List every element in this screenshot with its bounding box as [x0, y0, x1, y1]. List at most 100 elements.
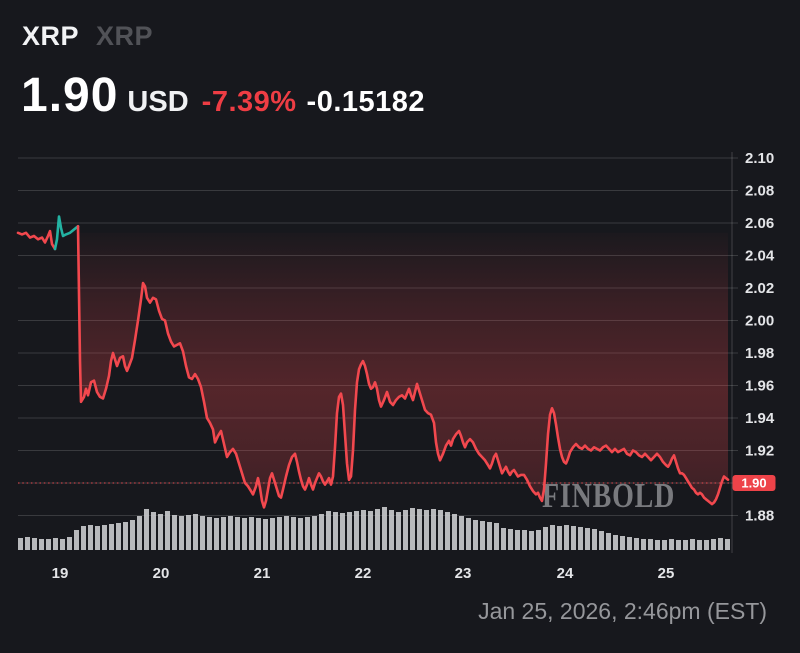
volume-bar — [165, 511, 170, 550]
volume-bar — [655, 540, 660, 550]
volume-bar — [60, 539, 65, 550]
y-tick-label: 2.00 — [745, 313, 774, 330]
volume-bar — [74, 530, 79, 550]
volume-bar — [137, 516, 142, 550]
volume-bar — [214, 518, 219, 550]
x-axis-labels: 19 20 21 22 23 24 25 — [52, 565, 675, 582]
volume-bar — [361, 510, 366, 550]
volume-bar — [627, 537, 632, 550]
volume-bar — [578, 527, 583, 550]
y-tick-label: 2.02 — [745, 280, 774, 297]
volume-bar — [606, 533, 611, 550]
volume-bar — [46, 539, 51, 550]
volume-bar — [410, 508, 415, 550]
volume-bar — [466, 518, 471, 550]
volume-bar — [690, 539, 695, 550]
volume-bar — [543, 527, 548, 550]
x-tick-label: 20 — [153, 565, 170, 582]
volume-bar — [193, 514, 198, 550]
volume-bar — [81, 526, 86, 550]
volume-bar — [340, 513, 345, 550]
x-tick-label: 19 — [52, 565, 69, 582]
volume-bar — [508, 529, 513, 550]
current-price-badge: 1.90 — [732, 475, 776, 491]
volume-bar — [522, 530, 527, 550]
volume-bar — [683, 540, 688, 550]
volume-bar — [557, 526, 562, 550]
volume-bar — [347, 512, 352, 550]
price-header: 1.90 USD -7.39% -0.15182 — [21, 72, 425, 120]
volume-bar — [228, 516, 233, 550]
volume-bar — [263, 519, 268, 550]
x-tick-label: 21 — [254, 565, 271, 582]
y-tick-label: 1.96 — [745, 378, 774, 395]
price-line-segment — [76, 225, 730, 509]
y-tick-label: 2.10 — [745, 150, 774, 167]
volume-bar — [368, 511, 373, 550]
volume-bar — [487, 522, 492, 550]
volume-bar — [417, 509, 422, 550]
volume-bar — [648, 539, 653, 550]
volume-bar — [382, 507, 387, 550]
volume-bar — [704, 540, 709, 550]
volume-bar — [277, 517, 282, 550]
volume-bar — [445, 512, 450, 550]
volume-bar — [564, 525, 569, 550]
volume-bar — [32, 538, 37, 550]
volume-bar — [585, 528, 590, 550]
volume-bar — [669, 539, 674, 550]
chart-timestamp: Jan 25, 2026, 2:46pm (EST) — [478, 598, 767, 624]
volume-bar — [242, 518, 247, 550]
volume-bar — [298, 518, 303, 550]
y-tick-label: 2.04 — [745, 248, 775, 265]
change-percent: -7.39% — [201, 86, 297, 118]
volume-bar — [529, 531, 534, 550]
y-tick-label: 1.98 — [745, 345, 774, 362]
area-fill — [18, 216, 728, 508]
volume-bar — [571, 526, 576, 550]
y-tick-label: 1.88 — [745, 508, 774, 525]
volume-bar — [494, 523, 499, 550]
volume-bar — [697, 540, 702, 550]
volume-bar — [326, 511, 331, 550]
price-chart[interactable]: 2.10 2.08 2.06 2.04 2.02 2.00 1.98 1.96 1.94 1.92… — [0, 140, 800, 600]
volume-bar — [116, 523, 121, 550]
y-tick-label: 1.94 — [745, 410, 775, 427]
volume-bar — [312, 516, 317, 550]
volume-bar — [186, 515, 191, 550]
volume-bar — [333, 512, 338, 550]
volume-bar — [480, 521, 485, 550]
volume-bar — [718, 538, 723, 550]
y-tick-label: 2.08 — [745, 183, 774, 200]
price-line-segment — [16, 229, 57, 251]
volume-bar — [144, 509, 149, 550]
volume-bar — [459, 516, 464, 550]
x-tick-label: 23 — [455, 565, 472, 582]
ticker-symbol: XRP — [22, 21, 80, 51]
volume-bar — [711, 539, 716, 550]
ticker-name: XRP — [96, 21, 154, 51]
volume-bar — [725, 539, 730, 550]
volume-bar — [354, 511, 359, 550]
volume-bar — [452, 514, 457, 550]
volume-bar — [403, 510, 408, 550]
volume-bar — [102, 525, 107, 550]
volume-bar — [592, 529, 597, 550]
volume-bar — [662, 540, 667, 550]
volume-bar — [424, 510, 429, 550]
volume-bar — [620, 536, 625, 550]
volume-bar — [305, 517, 310, 550]
volume-bar — [158, 514, 163, 550]
volume-bar — [95, 526, 100, 550]
finbold-watermark: FINBOLD — [542, 476, 676, 515]
current-price-badge-label: 1.90 — [741, 476, 766, 491]
volume-bar — [53, 538, 58, 550]
volume-bar — [641, 539, 646, 550]
volume-bar — [39, 539, 44, 550]
change-absolute: -0.15182 — [306, 86, 426, 118]
volume-bar — [221, 517, 226, 550]
current-price-value: 1.90 — [21, 69, 119, 122]
volume-bar — [270, 518, 275, 550]
y-axis-labels: 2.10 2.08 2.06 2.04 2.02 2.00 1.98 1.96 1.94 1.92… — [745, 150, 775, 525]
